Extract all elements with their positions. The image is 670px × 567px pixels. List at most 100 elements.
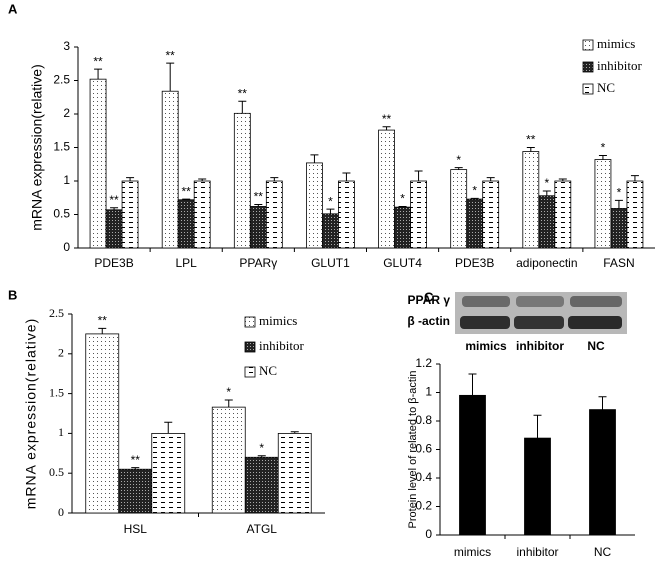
bar <box>306 162 323 249</box>
significance-label: * <box>544 176 549 190</box>
x-tick-label: LPL <box>176 256 198 270</box>
bar <box>85 333 120 514</box>
y-tick-label: 0.2 <box>415 499 432 513</box>
panel-label: A <box>8 1 18 16</box>
error-bar <box>126 177 135 181</box>
western-blot <box>455 292 627 334</box>
x-tick-label: GLUT4 <box>383 256 422 270</box>
error-bar <box>257 455 266 458</box>
bar <box>105 209 123 249</box>
y-tick-label: 1 <box>58 425 64 439</box>
x-tick-label: PDE3B <box>94 256 133 270</box>
significance-label: ** <box>254 190 264 204</box>
bar <box>410 180 427 249</box>
legend-swatch <box>244 341 256 353</box>
bar <box>394 206 411 249</box>
significance-label: ** <box>526 133 536 147</box>
bar <box>589 409 616 536</box>
error-bar <box>326 208 335 214</box>
bar <box>89 78 107 249</box>
significance-label: * <box>259 441 264 455</box>
y-tick-label: 0.4 <box>415 470 432 484</box>
legend-label: NC <box>597 80 615 95</box>
x-tick-label: adiponectin <box>516 256 577 270</box>
x-tick-label: ATGL <box>247 522 278 536</box>
legend-swatch <box>582 61 594 73</box>
legend-swatch <box>244 366 256 378</box>
bar <box>450 169 468 249</box>
y-tick-label: 1 <box>425 385 432 399</box>
significance-label: ** <box>93 54 103 68</box>
error-bar <box>182 198 191 200</box>
significance-label: ** <box>382 112 392 126</box>
bar <box>626 180 644 249</box>
error-bar <box>598 396 607 410</box>
error-bar <box>533 414 542 439</box>
x-tick-label: FASN <box>603 256 634 270</box>
significance-label: * <box>226 385 231 399</box>
y-tick-label: 3 <box>63 39 70 53</box>
error-bar <box>414 170 423 181</box>
error-bar <box>470 197 479 200</box>
lane-label: inhibitor <box>516 339 564 353</box>
legend-swatch <box>582 39 594 51</box>
y-tick-label: 1.2 <box>415 356 432 370</box>
x-tick-label: inhibitor <box>516 545 558 559</box>
significance-label: ** <box>238 86 248 100</box>
x-tick-label: HSL <box>124 522 148 536</box>
y-axis-label: mRNA expression(relative) <box>29 64 45 231</box>
bar <box>233 112 251 249</box>
y-tick-label: 0 <box>58 505 64 519</box>
error-bar <box>238 100 247 114</box>
bar <box>161 90 179 249</box>
error-bar <box>254 203 263 207</box>
error-bar <box>98 327 107 334</box>
x-tick-label: PDE3B <box>455 256 494 270</box>
y-tick-label: 1 <box>63 173 70 187</box>
error-bar <box>614 199 623 209</box>
y-tick-label: 0 <box>425 527 432 541</box>
lane-label: NC <box>587 339 605 353</box>
legend-label: inhibitor <box>259 338 304 353</box>
bar <box>594 159 612 249</box>
bar <box>538 195 556 249</box>
y-tick-label: 0 <box>63 240 70 254</box>
lane-label: mimics <box>465 339 507 353</box>
bar <box>554 180 572 249</box>
bar <box>211 406 246 514</box>
legend-label: mimics <box>259 313 297 328</box>
bar <box>193 180 211 249</box>
error-bar <box>166 62 175 92</box>
error-bar <box>290 431 299 434</box>
bar <box>610 208 628 249</box>
error-bar <box>94 68 103 80</box>
error-bar <box>558 178 567 181</box>
error-bar <box>198 178 207 181</box>
significance-label: ** <box>182 184 192 198</box>
y-tick-label: 0.5 <box>53 207 70 221</box>
bar <box>121 180 139 249</box>
bar <box>177 199 195 249</box>
y-tick-label: 2.5 <box>49 306 64 320</box>
bar <box>265 180 283 249</box>
legend-swatch <box>582 83 594 95</box>
error-bar <box>110 207 119 210</box>
y-tick-label: 0.8 <box>415 413 432 427</box>
x-tick-label: GLUT1 <box>311 256 350 270</box>
error-bar <box>486 177 495 181</box>
legend-label: NC <box>259 363 277 378</box>
y-tick-label: 0.6 <box>415 442 432 456</box>
bar <box>244 456 279 514</box>
significance-label: * <box>456 153 461 167</box>
error-bar <box>454 167 463 170</box>
error-bar <box>342 172 351 181</box>
error-bar <box>310 154 319 163</box>
legend-swatch <box>244 316 256 328</box>
y-tick-label: 2 <box>58 346 64 360</box>
blot-label: PPAR γ <box>408 293 451 307</box>
significance-label: ** <box>166 48 176 62</box>
significance-label: * <box>328 194 333 208</box>
error-bar <box>468 373 477 396</box>
bar <box>118 468 153 514</box>
